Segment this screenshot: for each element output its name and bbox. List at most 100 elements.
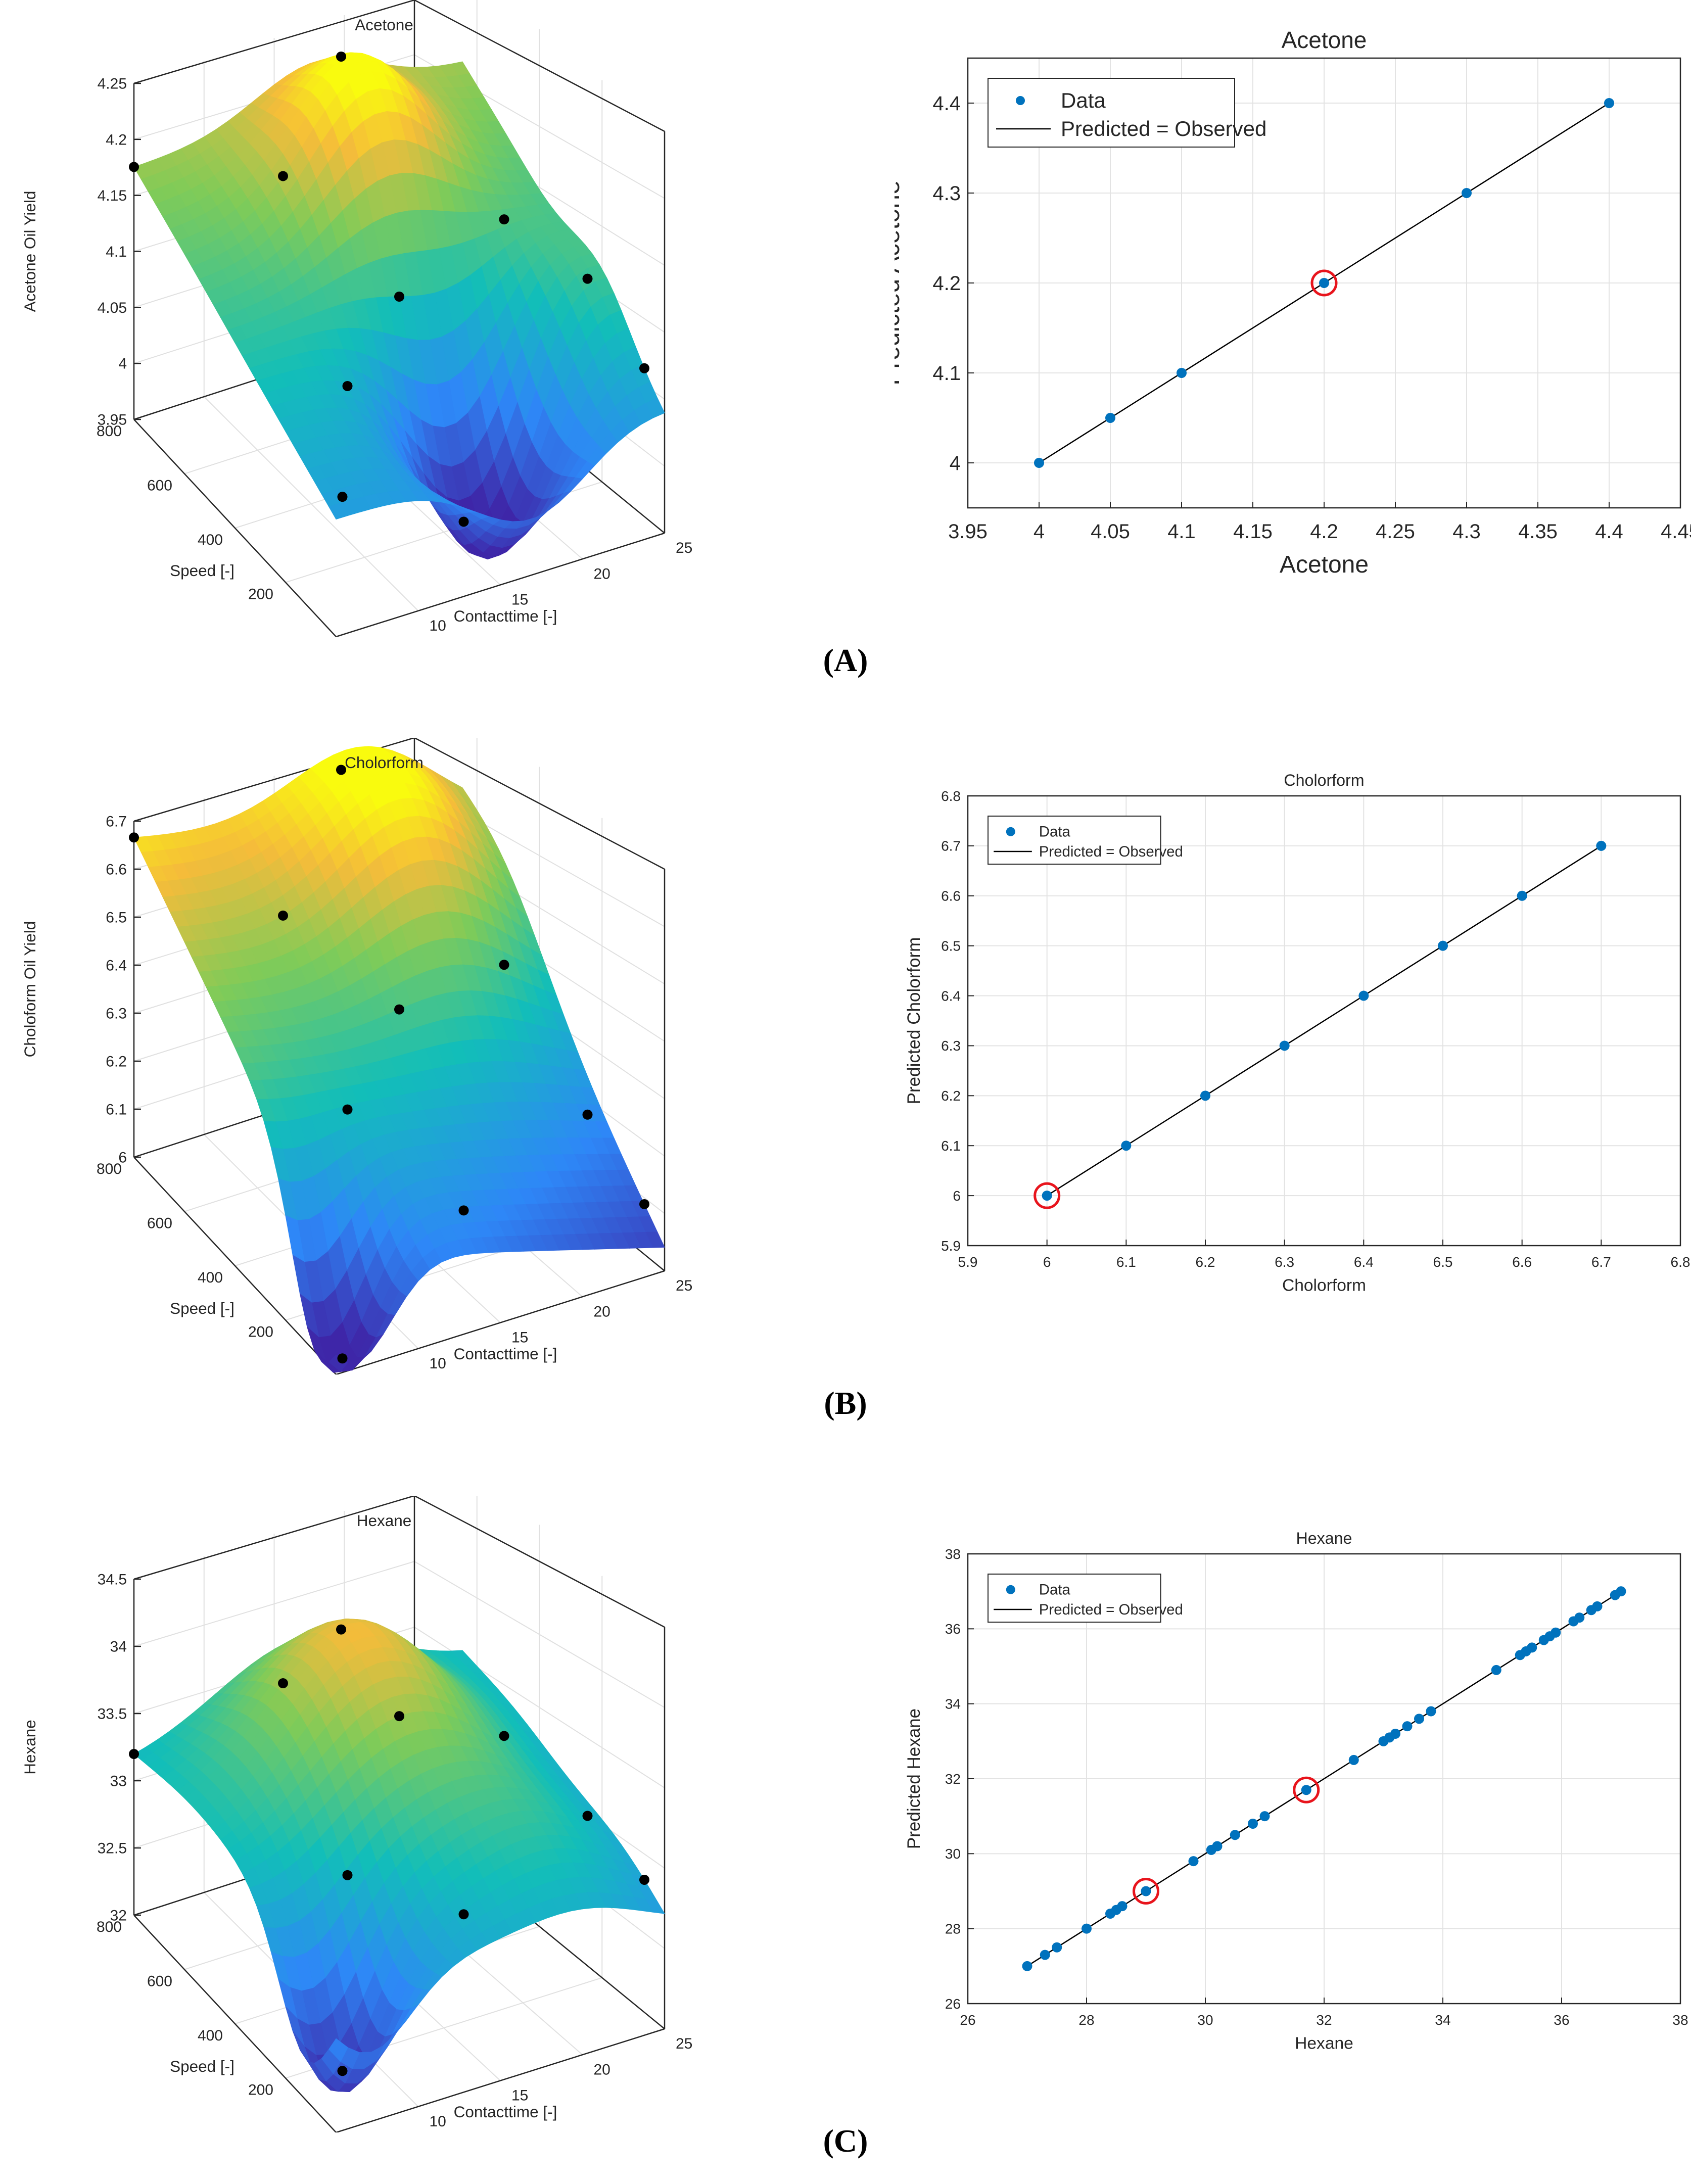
y-tick-label: 6.6: [941, 888, 961, 904]
z-axis-label: Acetone Oil Yield: [21, 191, 39, 312]
y-axis-label: Predicted Hexane: [904, 1708, 924, 1849]
plot-area: 3.95 4 4.05 4.1 4.15 4.2 4.25 4.3 4.35 4.4 4.45 4 4.…: [932, 57, 1691, 543]
y-tick-label: 400: [198, 532, 223, 548]
y-axis-label: Speed [-]: [170, 2057, 234, 2075]
data-point: [1438, 940, 1448, 951]
z-tick-label: 4.15: [98, 187, 127, 204]
x-tick-label: 38: [1672, 2012, 1688, 2028]
surface-mesh: [133, 746, 665, 1373]
highlight-ring: [1034, 1182, 1061, 1209]
z-axis-label: Choloform Oil Yield: [21, 921, 39, 1058]
y-axis-label: Predicted Acetone: [895, 180, 905, 386]
y-tick-label: 6.5: [941, 938, 961, 954]
observed-point: [394, 1004, 404, 1015]
z-tick-label: 6.2: [106, 1054, 127, 1070]
x-tick-label: 26: [960, 2012, 975, 2028]
observed-point: [336, 765, 346, 775]
legend-line-label: Predicted = Observed: [1039, 1601, 1183, 1618]
axis-edge: [133, 0, 415, 84]
legend-box: [988, 816, 1161, 865]
highlight-ring: [1133, 1878, 1159, 1905]
data-point: [1592, 1601, 1603, 1611]
y-tick-label: 600: [147, 1215, 172, 1232]
observed-point: [278, 1678, 288, 1689]
axes-box: [967, 1553, 1681, 2005]
legend-line-label: Predicted = Observed: [1039, 843, 1183, 860]
x-tick-label: 6.5: [1433, 1254, 1453, 1270]
x-tick-label: 6: [1043, 1254, 1051, 1270]
observed-point: [278, 171, 288, 181]
x-axis-label: Contacttime [-]: [454, 2103, 557, 2121]
axis-edge: [133, 1915, 337, 2132]
x-tick-label: 6.7: [1591, 1254, 1611, 1270]
observed-point: [639, 1199, 649, 1209]
y-tick-label: 5.9: [941, 1238, 961, 1254]
y-tick-label: 30: [945, 1846, 961, 1862]
x-tick-label: 15: [511, 2087, 528, 2104]
observed-point: [639, 363, 649, 373]
data-point: [1604, 98, 1614, 108]
y-tick-label: 6: [953, 1188, 961, 1204]
z-tick-label: 6.7: [106, 814, 127, 830]
observed-point: [499, 960, 509, 970]
panel-label-b: (B): [824, 1385, 867, 1421]
x-tick-label: 4.05: [1091, 520, 1130, 543]
z-tick-label: 3.95: [98, 412, 127, 429]
axis-edge: [336, 1270, 665, 1374]
z-tick-label: 4.05: [98, 300, 127, 316]
y-tick-label: 600: [147, 478, 172, 494]
x-axis-label: Contacttime [-]: [454, 1345, 557, 1363]
x-tick-label: 28: [1078, 2012, 1094, 2028]
legend: Data Predicted = Observed: [988, 1574, 1183, 1623]
z-tick-label: 4.2: [106, 131, 127, 148]
x-tick-label: 4.35: [1518, 520, 1558, 543]
data-point: [1230, 1830, 1240, 1840]
x-tick-label: 6.1: [1116, 1254, 1136, 1270]
data-point: [1551, 1627, 1561, 1638]
z-tick-label: 6.3: [106, 1006, 127, 1022]
observed-point: [394, 1711, 404, 1722]
legend-box: [988, 78, 1235, 148]
data-point: [1574, 1612, 1585, 1623]
x-tick-label: 4.2: [1310, 520, 1338, 543]
y-axis-label: Speed [-]: [170, 561, 234, 580]
data-point: [1527, 1642, 1537, 1653]
x-axis-label: Acetone: [1280, 551, 1369, 578]
x-tick-label: 6.4: [1354, 1254, 1374, 1270]
data-point: [1517, 890, 1527, 901]
y-tick-label: 4.3: [932, 182, 961, 205]
chart-title: Acetone: [1282, 27, 1367, 53]
data-point: [1177, 368, 1187, 378]
data-point: [1462, 188, 1472, 198]
axis-edge: [414, 738, 665, 870]
observed-point: [582, 273, 593, 284]
highlight-ring: [1293, 1776, 1320, 1803]
y-axis-label: Predicted Cholorform: [904, 937, 924, 1105]
y-tick-label: 26: [945, 1996, 961, 2012]
x-tick-label: 15: [511, 592, 528, 608]
z-tick-label: 6.1: [106, 1102, 127, 1118]
observed-point: [342, 381, 353, 392]
x-tick-label: 4: [1034, 520, 1045, 543]
surface-mesh: [133, 52, 665, 560]
observed-point: [337, 1353, 348, 1364]
observed-point: [582, 1109, 593, 1120]
z-tick-label: 34.5: [98, 1572, 127, 1588]
y-tick-label: 32: [945, 1771, 961, 1787]
observed-point: [336, 1624, 346, 1635]
observed-point: [394, 292, 404, 302]
x-tick-label: 20: [594, 2061, 610, 2078]
observed-point: [342, 1104, 353, 1115]
data-point: [1121, 1141, 1132, 1151]
z-tick-label: 6.6: [106, 862, 127, 878]
legend-data-marker: [1016, 96, 1025, 105]
x-tick-label: 10: [430, 2113, 446, 2130]
observed-point: [278, 910, 288, 921]
x-tick-label: 25: [676, 540, 692, 556]
x-tick-label: 4.1: [1167, 520, 1196, 543]
y-tick-label: 800: [97, 1161, 122, 1177]
x-tick-label: 34: [1435, 2012, 1450, 2028]
legend: Data Predicted = Observed: [988, 816, 1183, 865]
data-point: [1259, 1811, 1270, 1822]
y-tick-label: 4.4: [932, 92, 961, 115]
